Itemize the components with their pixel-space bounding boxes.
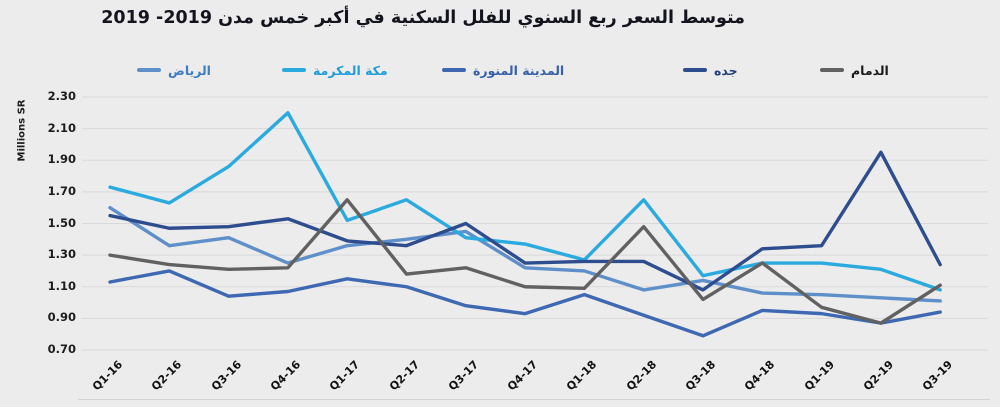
y-tick-label: 0.90: [47, 310, 76, 325]
legend-label: جده: [714, 62, 738, 78]
legend-label: المدينة المنورة: [473, 62, 565, 78]
y-tick-label: 2.30: [47, 89, 76, 103]
legend-label: مكة المكرمة: [313, 62, 388, 78]
series-line: [108, 111, 942, 292]
y-tick-label: 1.30: [47, 247, 76, 262]
legend-label: الرياض: [168, 62, 211, 78]
legend-item: جده: [683, 62, 738, 78]
legend-line-marker-icon: [820, 68, 844, 72]
legend-line-marker-icon: [442, 68, 466, 72]
legend-item: المدينة المنورة: [442, 62, 564, 78]
y-tick-label: 1.50: [47, 215, 76, 230]
y-axis-title: Millions SR: [16, 99, 28, 162]
y-tick-label: 1.10: [47, 278, 76, 293]
series-line: [108, 150, 942, 292]
legend-item: الرياض: [137, 62, 211, 78]
y-tick-label: 0.70: [47, 342, 76, 356]
chart-title: متوسط السعر ربع السنوي للفلل السكنية في …: [101, 8, 745, 28]
y-tick-label: 1.90: [47, 152, 76, 167]
series-line: [108, 198, 942, 325]
legend-line-marker-icon: [282, 68, 306, 72]
legend-label: الدمام: [851, 62, 889, 78]
y-tick-label: 2.10: [47, 120, 76, 135]
legend-line-marker-icon: [137, 68, 161, 72]
y-tick-label: 1.70: [47, 183, 76, 198]
series-line: [108, 269, 942, 338]
legend-line-marker-icon: [683, 68, 707, 72]
chart-bottom-border: [78, 399, 990, 400]
legend-item: الدمام: [820, 62, 889, 78]
legend-item: مكة المكرمة: [282, 62, 388, 78]
